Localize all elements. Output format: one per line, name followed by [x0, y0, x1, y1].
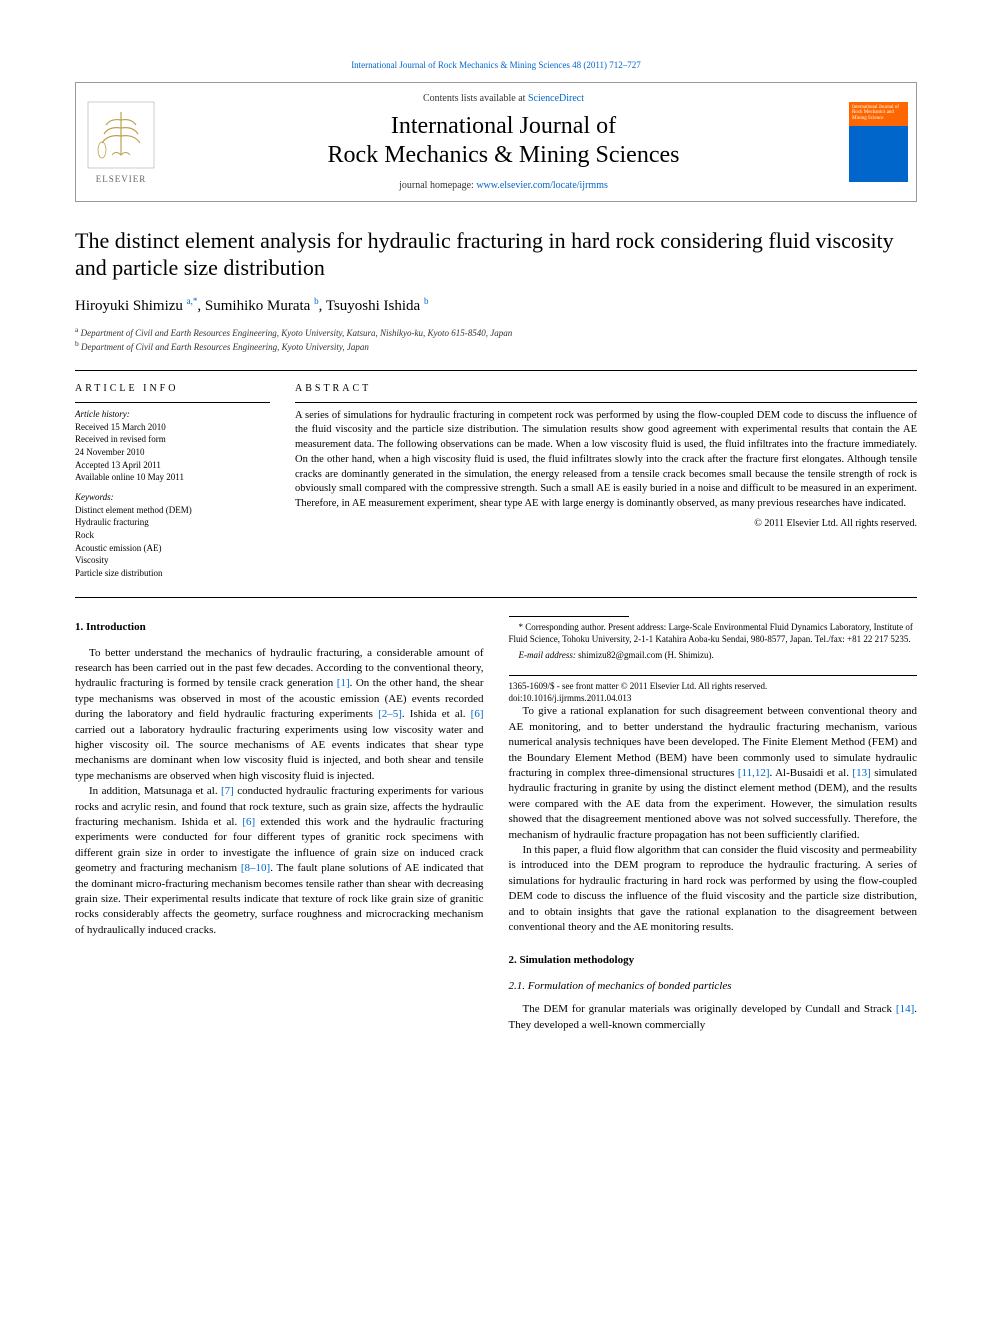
running-header-link[interactable]: International Journal of Rock Mechanics … [351, 60, 641, 70]
journal-cover-region: International Journal of Rock Mechanics … [841, 83, 916, 201]
contents-lists-line: Contents lists available at ScienceDirec… [176, 93, 831, 104]
sciencedirect-link[interactable]: ScienceDirect [528, 93, 584, 104]
section-2-1-heading: 2.1. Formulation of mechanics of bonded … [509, 979, 918, 994]
author-3-affil-sup[interactable]: b [424, 296, 429, 306]
abstract-text: A series of simulations for hydraulic fr… [295, 409, 917, 512]
ref-link-6b[interactable]: [6] [242, 816, 255, 828]
abstract-header: ABSTRACT [295, 383, 917, 394]
corresponding-email-line: E-mail address: shimizu82@gmail.com (H. … [509, 649, 918, 662]
history-revised-l1: Received in revised form [75, 433, 270, 446]
keyword-1: Hydraulic fracturing [75, 516, 270, 529]
s2-1-paragraph-1: The DEM for granular materials was origi… [509, 1002, 918, 1033]
ref-link-2-5[interactable]: [2–5] [378, 708, 402, 720]
ref-link-7[interactable]: [7] [221, 785, 234, 797]
corresponding-author-footnote: * Corresponding author. Present address:… [509, 621, 918, 645]
history-online: Available online 10 May 2011 [75, 471, 270, 484]
keyword-0: Distinct element method (DEM) [75, 504, 270, 517]
s1-paragraph-1: To better understand the mechanics of hy… [75, 646, 484, 785]
divider-rule-1 [75, 370, 917, 371]
history-accepted: Accepted 13 April 2011 [75, 459, 270, 472]
journal-cover-thumbnail: International Journal of Rock Mechanics … [849, 102, 908, 182]
journal-header-box: ELSEVIER Contents lists available at Sci… [75, 82, 917, 202]
keyword-2: Rock [75, 529, 270, 542]
ref-link-13[interactable]: [13] [852, 767, 870, 779]
doi-line: doi:10.1016/j.ijrmms.2011.04.013 [509, 692, 918, 704]
footnote-rule [509, 616, 629, 617]
abstract-copyright: © 2011 Elsevier Ltd. All rights reserved… [295, 518, 917, 529]
contents-prefix: Contents lists available at [423, 93, 528, 104]
affiliation-b: b Department of Civil and Earth Resource… [75, 339, 917, 354]
author-3-name: Tsuyoshi Ishida [326, 298, 424, 314]
ref-link-8-10[interactable]: [8–10] [241, 862, 270, 874]
journal-title: International Journal of Rock Mechanics … [176, 112, 831, 170]
author-sep-2: , [319, 298, 326, 314]
email-value: shimizu82@gmail.com (H. Shimizu). [576, 650, 714, 660]
affiliations: a Department of Civil and Earth Resource… [75, 325, 917, 354]
elsevier-wordmark: ELSEVIER [96, 174, 147, 184]
article-info-rule [75, 402, 270, 403]
running-header: International Journal of Rock Mechanics … [75, 60, 917, 70]
homepage-prefix: journal homepage: [399, 180, 476, 191]
section-2-heading: 2. Simulation methodology [509, 953, 918, 968]
email-label: E-mail address: [519, 650, 576, 660]
s1-paragraph-2: In addition, Matsunaga et al. [7] conduc… [75, 784, 484, 938]
s1-paragraph-4: In this paper, a fluid flow algorithm th… [509, 843, 918, 935]
article-title: The distinct element analysis for hydrau… [75, 227, 917, 282]
journal-homepage-link[interactable]: www.elsevier.com/locate/ijrmms [476, 180, 608, 191]
keyword-4: Viscosity [75, 554, 270, 567]
journal-title-line1: International Journal of [391, 113, 616, 139]
authors-line: Hiroyuki Shimizu a,*, Sumihiko Murata b,… [75, 296, 917, 315]
publisher-logo-region: ELSEVIER [76, 83, 166, 201]
author-2-name: Sumihiko Murata [205, 298, 314, 314]
section-1-heading: 1. Introduction [75, 620, 484, 635]
abstract-rule [295, 402, 917, 403]
s1-paragraph-3: To give a rational explanation for such … [509, 704, 918, 843]
affiliation-a: a Department of Civil and Earth Resource… [75, 325, 917, 340]
front-matter-line: 1365-1609/$ - see front matter © 2011 El… [509, 680, 918, 692]
footer-block: 1365-1609/$ - see front matter © 2011 El… [509, 680, 918, 704]
body-two-column: 1. Introduction To better understand the… [75, 616, 917, 1033]
keywords-label: Keywords: [75, 492, 270, 502]
journal-header-center: Contents lists available at ScienceDirec… [166, 83, 841, 201]
ref-link-11-12[interactable]: [11,12] [738, 767, 770, 779]
author-sep-1: , [197, 298, 205, 314]
ref-link-1[interactable]: [1] [337, 677, 350, 689]
footer-rule [509, 675, 918, 676]
journal-homepage-line: journal homepage: www.elsevier.com/locat… [176, 180, 831, 191]
article-info-header: ARTICLE INFO [75, 383, 270, 394]
ref-link-14[interactable]: [14] [896, 1003, 914, 1015]
abstract-block: ABSTRACT A series of simulations for hyd… [295, 383, 917, 580]
history-received: Received 15 March 2010 [75, 421, 270, 434]
ref-link-6a[interactable]: [6] [471, 708, 484, 720]
keyword-5: Particle size distribution [75, 567, 270, 580]
keyword-3: Acoustic emission (AE) [75, 542, 270, 555]
elsevier-tree-logo [86, 100, 156, 170]
history-revised-l2: 24 November 2010 [75, 446, 270, 459]
divider-rule-2 [75, 597, 917, 598]
author-1-name: Hiroyuki Shimizu [75, 298, 187, 314]
article-history-label: Article history: [75, 409, 270, 419]
article-info-block: ARTICLE INFO Article history: Received 1… [75, 383, 270, 580]
journal-title-line2: Rock Mechanics & Mining Sciences [328, 142, 680, 168]
